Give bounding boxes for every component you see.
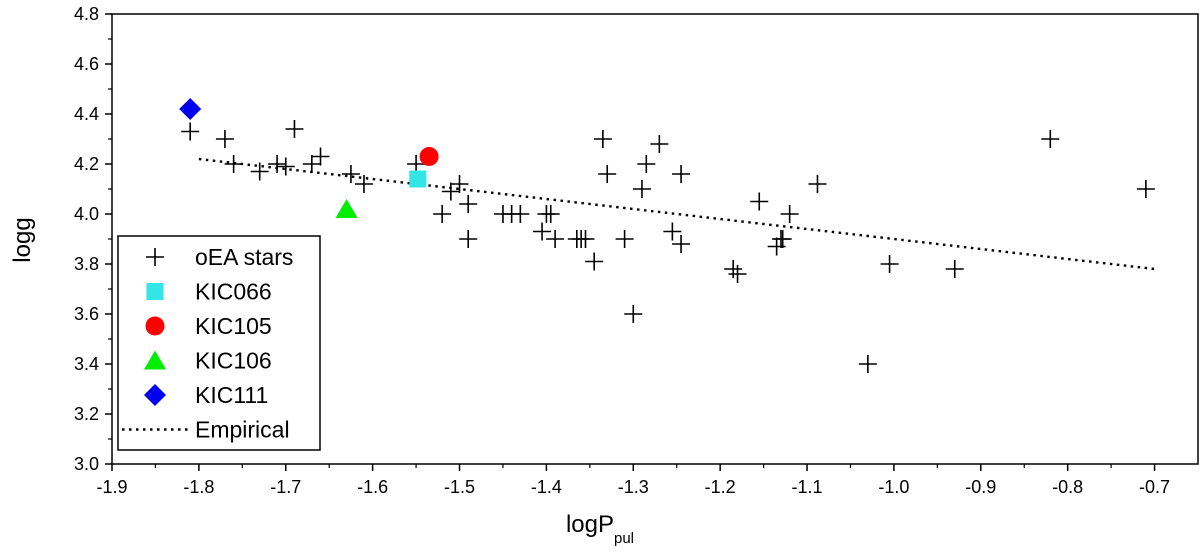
oea-stars-point: [302, 155, 321, 173]
oea-stars-point: [341, 165, 360, 183]
oea-stars-point: [632, 180, 651, 198]
y-tick-label: 3.2: [74, 404, 99, 424]
oea-stars-point: [672, 165, 691, 183]
oea-stars-point: [511, 205, 530, 223]
oea-stars-point: [585, 252, 604, 271]
oea-stars-point: [533, 222, 552, 241]
legend-kic066-label: KIC066: [195, 279, 272, 305]
oea-stars-point: [858, 355, 877, 373]
x-tick-label: -1.4: [531, 477, 562, 497]
y-axis-title: logg: [9, 217, 36, 262]
oea-stars-point: [672, 235, 691, 253]
oea-stars-point: [441, 182, 460, 201]
oea-stars-point: [728, 265, 747, 283]
x-tick-label: -0.7: [1139, 477, 1170, 497]
oea-stars-point: [880, 255, 899, 273]
oea-stars-point: [285, 120, 304, 138]
oea-stars-point: [250, 162, 269, 181]
y-tick-label: 4.6: [74, 54, 99, 74]
oea-stars-point: [459, 230, 478, 248]
x-tick-label: -1.2: [705, 477, 736, 497]
kic111-point: [179, 98, 202, 120]
legend-kic111-label: KIC111: [195, 382, 268, 408]
oea-stars-point: [311, 147, 330, 166]
oea-stars-point: [433, 205, 452, 223]
y-tick-label: 3.8: [74, 254, 99, 274]
y-tick-label: 3.6: [74, 304, 99, 324]
oea-stars-point: [224, 155, 243, 173]
oea-stars-point: [354, 175, 373, 193]
x-tick-label: -1.9: [96, 477, 127, 497]
legend-kic106-symbol: [144, 350, 166, 370]
oea-stars-point: [215, 130, 234, 148]
kic105-point: [419, 147, 439, 166]
oea-stars-point: [624, 305, 643, 323]
legend-kic111-symbol: [144, 384, 166, 406]
legend-box: [117, 235, 321, 451]
x-tick-label: -1.6: [357, 477, 388, 497]
y-tick-label: 3.4: [74, 354, 99, 374]
x-tick-label: -1.1: [792, 477, 823, 497]
y-tick-label: 4.0: [74, 204, 99, 224]
oea-stars-point: [407, 155, 426, 173]
oea-stars-point: [808, 175, 827, 193]
x-tick-label: -1.7: [270, 477, 301, 497]
oea-stars-point: [945, 260, 964, 278]
oea-stars-point: [650, 135, 669, 153]
x-tick-label: -0.8: [1052, 477, 1083, 497]
oea-stars-point: [773, 230, 792, 248]
oea-stars-point: [1041, 130, 1060, 148]
oea-stars-point: [268, 155, 287, 173]
oea-stars-point: [615, 230, 634, 248]
oea-stars-point: [724, 260, 743, 278]
legend-kic105-symbol: [145, 316, 165, 336]
x-tick-label: -1.0: [878, 477, 909, 497]
x-tick-label: -0.9: [965, 477, 996, 497]
oea-stars-point: [598, 165, 617, 183]
legend-kic066-symbol: [146, 283, 164, 300]
plot-frame: [111, 13, 1199, 465]
y-tick-label: 4.4: [74, 104, 99, 124]
oea-stars-point: [546, 230, 565, 248]
oea-stars-point: [181, 122, 200, 141]
legend-kic106-label: KIC106: [195, 348, 272, 374]
x-axis-title: logPpul: [566, 511, 634, 547]
oea-stars-point: [750, 192, 769, 211]
axes: -1.9 -1.8 -1.7 -1.6 -1.5 -1.4 -1.3 -1.2 -1.1 -1.0…: [74, 4, 1170, 497]
kic066-point: [409, 170, 427, 188]
legend-kic105-label: KIC105: [195, 313, 272, 339]
oea-stars-point: [593, 130, 612, 148]
x-axis-title-main: logP: [566, 511, 614, 538]
legend-empirical-label: Empirical: [195, 417, 290, 443]
x-tick-label: -1.5: [444, 477, 475, 497]
x-tick-label: -1.3: [618, 477, 649, 497]
oea-stars-point: [1136, 180, 1155, 198]
oea-stars-point: [459, 195, 478, 213]
y-tick-label: 3.0: [74, 454, 99, 474]
legend-oea-stars-label: oEA stars: [195, 244, 293, 270]
kic106-point: [335, 199, 358, 218]
oea-stars-point: [541, 205, 560, 223]
oea-stars-point: [450, 175, 469, 193]
legend: oEA stars KIC066 KIC105 KIC106 KIC111 Empiric…: [117, 235, 321, 451]
oea-stars-point: [780, 205, 799, 223]
oea-stars-point: [637, 155, 656, 173]
y-tick-label: 4.2: [74, 154, 99, 174]
oea-stars-point: [663, 222, 682, 241]
oea-stars-point: [276, 157, 295, 176]
legend-oea-stars-symbol: [146, 248, 164, 266]
oea-stars-point: [576, 230, 595, 248]
x-axis-title-subscript: pul: [614, 530, 634, 547]
x-tick-label: -1.8: [183, 477, 214, 497]
y-tick-label: 4.8: [74, 4, 99, 24]
data-layer: [179, 98, 1155, 373]
